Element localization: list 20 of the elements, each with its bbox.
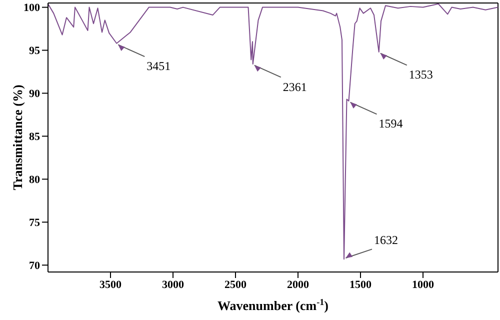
x-axis-title: Wavenumber (cm$^{-1}$)	[218, 297, 328, 313]
x-tick-label: 3000	[162, 278, 184, 291]
y-tick-label: 85	[29, 131, 40, 144]
y-tick-label: 70	[29, 260, 40, 272]
y-tick-label: 95	[29, 45, 40, 58]
x-tick-label: 1000	[412, 278, 434, 291]
annotation: 1353	[408, 68, 433, 82]
y-tick-label: 75	[29, 217, 40, 230]
x-tick-label: 2500	[224, 278, 247, 291]
y-tick-label: 80	[29, 174, 40, 186]
x-tick-label: 1500	[350, 278, 372, 291]
annotation: 1594	[378, 116, 403, 131]
x-tick-label: 3500	[100, 278, 122, 291]
annotation: 1632	[374, 232, 398, 247]
annotation: 3451	[146, 59, 171, 74]
annotation: 2361	[282, 80, 307, 94]
y-tick-label: 100	[24, 2, 40, 14]
y-tick-label: 90	[29, 88, 40, 100]
y-axis-title: Transmittance (%)	[10, 84, 25, 190]
x-tick-label: 2000	[287, 278, 310, 291]
